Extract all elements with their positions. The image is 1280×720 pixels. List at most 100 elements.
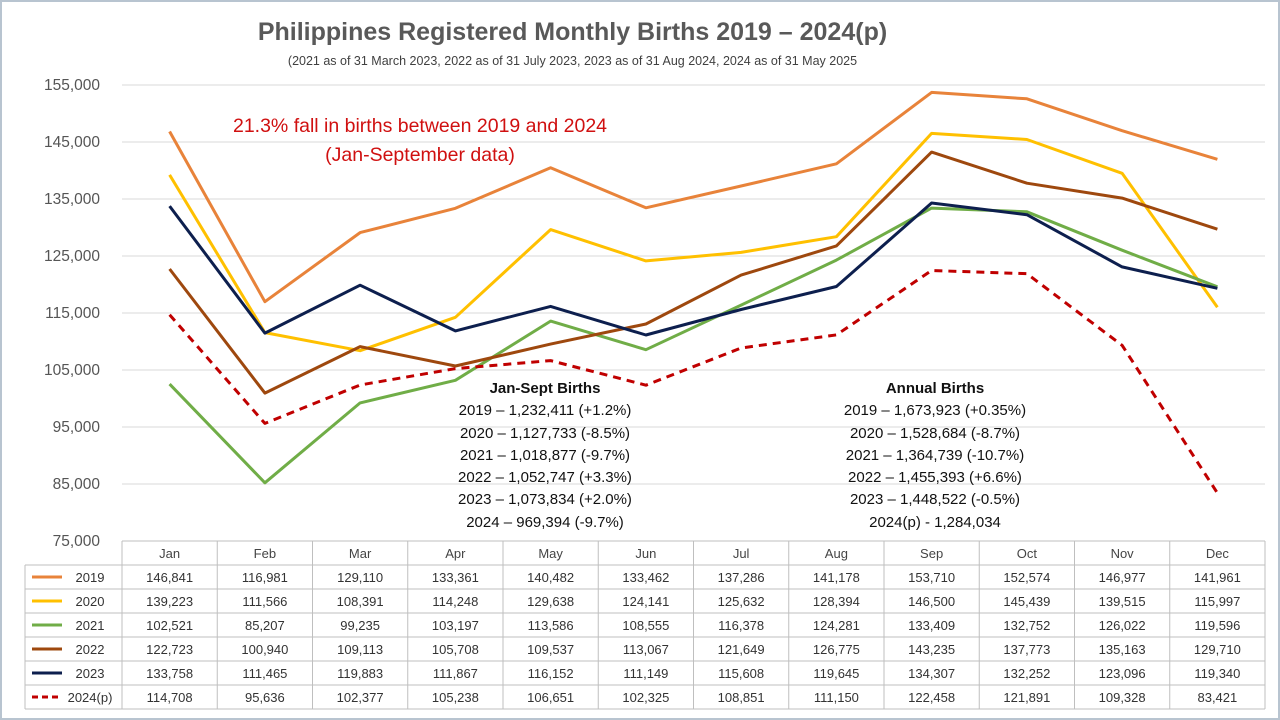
data-point xyxy=(549,228,553,232)
table-cell-value: 129,110 xyxy=(337,570,383,585)
jan-sept-line: 2021 – 1,018,877 (-9.7%) xyxy=(459,446,631,464)
data-point xyxy=(930,90,934,94)
table-cell-value: 85,207 xyxy=(245,618,285,633)
data-point xyxy=(358,231,362,235)
data-point xyxy=(930,268,934,272)
table-cell-value: 105,238 xyxy=(432,690,479,705)
data-point xyxy=(1120,248,1124,252)
data-point xyxy=(263,331,267,335)
data-point xyxy=(168,267,172,271)
data-point xyxy=(739,303,743,307)
data-point xyxy=(263,481,267,485)
y-tick-label: 105,000 xyxy=(44,362,100,379)
table-cell-value: 108,391 xyxy=(337,594,384,609)
data-point xyxy=(834,333,838,337)
table-cell-value: 132,752 xyxy=(1003,618,1050,633)
data-point xyxy=(739,250,743,254)
legend-label: 2019 xyxy=(76,570,105,585)
data-point xyxy=(549,342,553,346)
data-point xyxy=(358,345,362,349)
data-point xyxy=(739,273,743,277)
series-line-2019 xyxy=(168,90,1218,304)
table-cell-value: 111,465 xyxy=(242,666,287,681)
data-point xyxy=(739,184,743,188)
table-cell-value: 135,163 xyxy=(1099,642,1146,657)
data-point xyxy=(168,382,172,386)
data-point xyxy=(1025,272,1029,276)
table-cell-value: 137,286 xyxy=(718,570,765,585)
data-point xyxy=(1215,157,1219,161)
table-cell-value: 113,067 xyxy=(623,642,669,657)
table-cell-value: 119,340 xyxy=(1194,666,1240,681)
data-point xyxy=(1025,137,1029,141)
fall-annotation: 21.3% fall in births between 2019 and 20… xyxy=(232,115,608,137)
series-line-2021 xyxy=(168,206,1218,485)
table-cell-value: 108,851 xyxy=(718,690,765,705)
y-tick-label: 155,000 xyxy=(44,77,100,94)
data-point xyxy=(739,346,743,350)
annual-line: 2022 – 1,455,393 (+6.6%) xyxy=(848,469,1022,487)
table-cell-value: 121,891 xyxy=(1003,690,1050,705)
y-tick-label: 115,000 xyxy=(45,305,100,322)
table-cell-value: 111,150 xyxy=(814,690,859,705)
data-point xyxy=(930,150,934,154)
x-category-label: Jul xyxy=(733,546,750,561)
data-point xyxy=(1025,97,1029,101)
table-cell-value: 132,252 xyxy=(1003,666,1050,681)
data-point xyxy=(834,258,838,262)
legend-label: 2024(p) xyxy=(68,690,113,705)
table-cell-value: 123,096 xyxy=(1099,666,1146,681)
table-cell-value: 146,500 xyxy=(908,594,955,609)
table-cell-value: 146,841 xyxy=(146,570,193,585)
legend-label: 2021 xyxy=(76,618,105,633)
y-tick-label: 95,000 xyxy=(53,419,101,436)
table-cell-value: 119,645 xyxy=(813,666,859,681)
data-point xyxy=(453,315,457,319)
data-point xyxy=(549,359,553,363)
table-cell-value: 106,651 xyxy=(527,690,574,705)
data-point xyxy=(930,201,934,205)
chart-subtitle: (2021 as of 31 March 2023, 2022 as of 31… xyxy=(287,54,858,68)
data-point xyxy=(453,367,457,371)
data-point xyxy=(1215,227,1219,231)
y-tick-label: 75,000 xyxy=(53,533,101,550)
data-point xyxy=(1215,305,1219,309)
y-tick-label: 85,000 xyxy=(53,476,101,493)
table-cell-value: 105,708 xyxy=(432,642,479,657)
x-category-label: Nov xyxy=(1111,546,1135,561)
table-cell-value: 145,439 xyxy=(1003,594,1050,609)
annual-births-box: Annual Births 2019 – 1,673,923 (+0.35%) … xyxy=(790,378,1080,534)
table-cell-value: 99,235 xyxy=(340,618,380,633)
table-cell-value: 153,710 xyxy=(908,570,955,585)
table-cell-value: 111,149 xyxy=(623,666,668,681)
y-tick-label: 125,000 xyxy=(44,248,100,265)
data-point xyxy=(834,162,838,166)
data-point xyxy=(1120,171,1124,175)
x-category-label: Feb xyxy=(254,546,276,561)
table-cell-value: 133,361 xyxy=(432,570,479,585)
table-cell-value: 102,325 xyxy=(622,690,669,705)
data-point xyxy=(549,319,553,323)
table-cell-value: 102,521 xyxy=(146,618,193,633)
data-point xyxy=(1120,265,1124,269)
table-cell-value: 124,141 xyxy=(622,594,669,609)
data-point xyxy=(263,391,267,395)
x-category-label: Jan xyxy=(159,546,180,561)
table-cell-value: 133,409 xyxy=(908,618,955,633)
data-point xyxy=(263,421,267,425)
data-point xyxy=(1215,491,1219,495)
table-cell-value: 139,515 xyxy=(1099,594,1146,609)
jan-sept-line: 2022 – 1,052,747 (+3.3%) xyxy=(458,469,632,487)
table-cell-value: 109,113 xyxy=(337,642,383,657)
data-point xyxy=(453,206,457,210)
table-cell-value: 111,867 xyxy=(433,666,478,681)
annual-heading: Annual Births xyxy=(885,380,985,397)
table-cell-value: 125,632 xyxy=(718,594,765,609)
annual-line: 2024(p) - 1,284,034 xyxy=(869,513,1001,531)
data-point xyxy=(358,383,362,387)
data-point xyxy=(1215,286,1219,290)
data-point xyxy=(644,322,648,326)
table-cell-value: 122,458 xyxy=(908,690,955,705)
